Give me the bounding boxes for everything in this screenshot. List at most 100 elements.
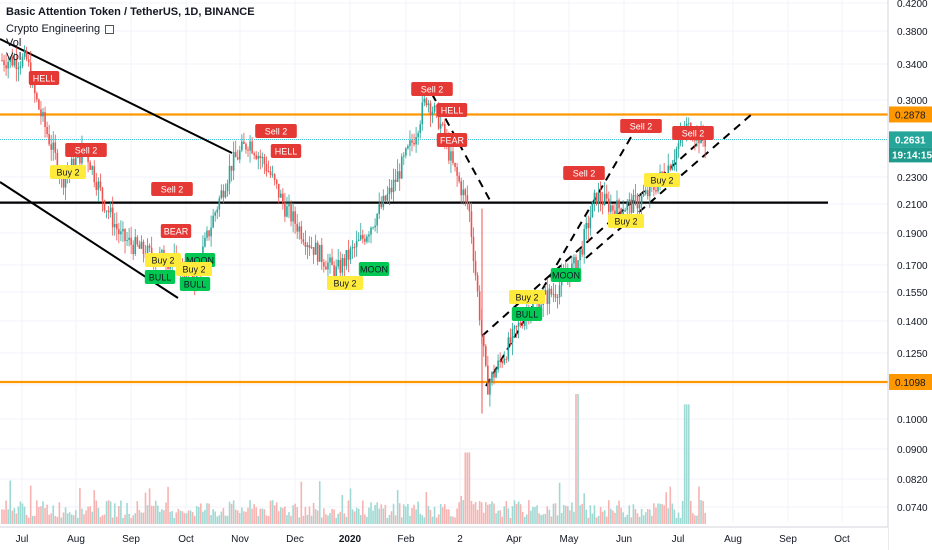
signal-sell-4: BEAR (160, 224, 192, 238)
volume-bar-218 (448, 509, 450, 524)
volume-bar-270 (554, 503, 557, 524)
volume-bar-209 (429, 509, 432, 524)
volume-bar-233 (478, 501, 481, 524)
candle-body-52 (107, 210, 110, 213)
volume-bar-272 (558, 482, 561, 524)
symbol-title[interactable]: Basic Attention Token / TetherUS, 1D, BI… (6, 6, 255, 18)
signal-tag-14 (411, 82, 453, 96)
volume-bar-175 (359, 515, 362, 524)
x-tick-14: Sep (779, 534, 797, 545)
signal-tag-24 (672, 126, 714, 140)
level-tag-0 (889, 106, 932, 123)
volume-bar-342 (702, 500, 704, 524)
candle-body-115 (236, 157, 239, 160)
volume-bar-182 (374, 504, 376, 524)
volume-bar-160 (329, 513, 331, 524)
volume-bar-34 (70, 514, 73, 524)
candle-body-225 (462, 189, 465, 196)
candle-body-178 (366, 236, 368, 242)
x-tick-13: Aug (724, 534, 742, 545)
volume-bar-132 (271, 500, 274, 524)
volume-bar-111 (228, 501, 231, 524)
volume-bar-173 (355, 507, 358, 524)
volume-bar-97 (200, 503, 202, 524)
candle-body-0 (1, 60, 3, 61)
volume-bar-185 (380, 504, 383, 524)
volume-bar-217 (446, 509, 448, 524)
candle-body-295 (605, 193, 608, 199)
volume-bar-326 (669, 486, 672, 524)
volume-bar-314 (644, 512, 647, 524)
candle-body-144 (296, 223, 298, 232)
volume-bar-155 (318, 481, 321, 524)
candle-body-179 (368, 234, 370, 237)
candle-body-196 (403, 155, 405, 157)
volume-bar-95 (195, 506, 198, 524)
volume-bar-330 (677, 512, 680, 524)
candle-body-169 (347, 250, 350, 260)
volume-bar-248 (509, 517, 512, 524)
volume-bar-322 (661, 504, 663, 524)
volume-bar-17 (36, 500, 38, 524)
volume-bar-26 (54, 516, 57, 524)
volume-bar-51 (105, 501, 108, 524)
price-axis[interactable]: 0.42000.38000.34000.30000.26500.23000.21… (887, 0, 932, 550)
candle-body-56 (116, 224, 118, 230)
volume-bar-169 (347, 500, 350, 524)
candle-body-131 (269, 171, 272, 176)
signal-buy-13: Buy 2 (327, 276, 363, 290)
volume-bar-152 (312, 502, 315, 524)
signal-sell-22: Sell 2 (620, 119, 662, 133)
volume-bar-77 (159, 511, 161, 524)
candle-body-308 (632, 195, 635, 213)
volume-bar-67 (138, 509, 141, 524)
volume-bar-246 (505, 501, 508, 524)
volume-bar-59 (122, 517, 124, 524)
time-axis[interactable]: Jul Aug Sep Oct Nov Dec 2020 Feb 2 Apr May Jun Jul Au… (0, 526, 888, 550)
candle-body-189 (388, 187, 391, 195)
candle-body-26 (54, 142, 57, 153)
volume-bar-274 (562, 504, 565, 524)
volume-bar-36 (75, 510, 77, 524)
trendline-4[interactable] (585, 113, 753, 259)
signal-label-13: Buy 2 (333, 279, 356, 289)
indicator-legend[interactable]: Crypto Engineering (6, 23, 115, 35)
signal-label-19: MOON (552, 271, 580, 281)
candle-body-153 (314, 242, 317, 255)
volume-bar-320 (657, 503, 659, 524)
volume-bar-332 (681, 500, 684, 524)
volume-bars (1, 394, 706, 524)
trendline-0[interactable] (0, 38, 233, 154)
candle-body-184 (378, 204, 380, 214)
volume-bar-108 (222, 507, 225, 524)
volume-bar-86 (177, 508, 180, 524)
candle-body-63 (130, 237, 132, 245)
candle-body-138 (284, 202, 286, 217)
signal-sell-16: FEAR (436, 133, 468, 147)
volume-bar-73 (150, 505, 153, 524)
x-tick-7: Feb (397, 534, 415, 545)
candle-body-201 (413, 142, 415, 145)
candle-body-211 (433, 105, 436, 112)
volume-bar-190 (390, 511, 393, 524)
volume-bar-176 (362, 500, 364, 524)
candle-body-125 (257, 155, 260, 159)
settings-box-icon[interactable] (105, 24, 115, 34)
candle-body-164 (337, 259, 339, 267)
candle-body-262 (538, 300, 540, 311)
volume-bar-305 (626, 514, 629, 524)
candle-body-20 (42, 112, 44, 117)
volume-bar-245 (503, 506, 506, 524)
volume-bar-128 (263, 509, 266, 524)
candle-body-81 (167, 266, 169, 269)
candle-body-236 (485, 346, 487, 366)
candle-body-118 (243, 141, 245, 144)
volume-legend[interactable]: Vol (6, 37, 22, 49)
candle-body-147 (302, 239, 305, 243)
signal-label-3: Sell 2 (161, 185, 184, 195)
signal-buy-5: Buy 2 (145, 253, 181, 267)
candle-body-150 (308, 245, 311, 248)
y-tick-0: 0.4200 (897, 0, 928, 10)
candle-body-248 (509, 337, 512, 343)
